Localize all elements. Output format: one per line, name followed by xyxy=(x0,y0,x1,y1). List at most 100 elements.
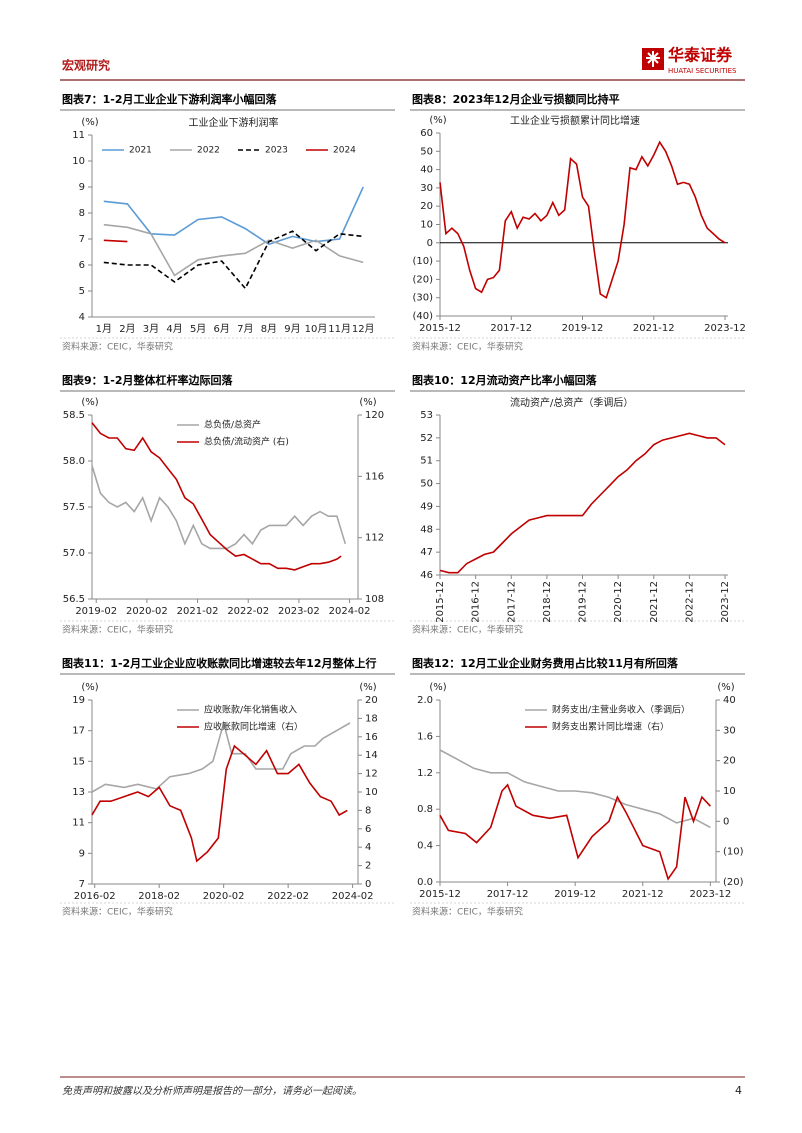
y-tick-label: 1.2 xyxy=(417,768,433,779)
x-tick-label: 2022-02 xyxy=(267,891,309,902)
figure-title: 图表10：12月流动资产比率小幅回落 xyxy=(412,373,598,387)
x-tick-label: 4月 xyxy=(166,323,182,335)
y2-tick-label: 0 xyxy=(365,879,371,890)
y-tick-label: 7 xyxy=(79,234,85,245)
logo: 华泰证券 HUATAI SECURITIES xyxy=(642,46,737,75)
figure-title: 图表8：2023年12月企业亏损额同比持平 xyxy=(412,92,620,106)
figure-title: 图表12：12月工业企业财务费用占比较11月有所回落 xyxy=(412,656,679,670)
figure-source: 资料来源：CEIC，华泰研究 xyxy=(62,624,173,636)
series-line xyxy=(439,783,711,881)
y-tick-label: 0.8 xyxy=(417,804,433,815)
y2-tick-label: 120 xyxy=(365,410,384,421)
figure-title: 图表11：1-2月工业企业应收账款同比增速较去年12月整体上行 xyxy=(62,656,377,670)
x-tick-label: 2021-12 xyxy=(649,581,660,623)
legend-label: 财务支出累计同比增速（右） xyxy=(552,721,669,733)
series-line xyxy=(103,186,364,246)
y-unit: (%) xyxy=(81,397,98,408)
y-tick-label: 58.0 xyxy=(63,456,85,467)
legend-label: 应收账款同比增速（右） xyxy=(204,721,303,733)
page-number: 4 xyxy=(735,1084,742,1097)
x-tick-label: 2024-02 xyxy=(332,891,374,902)
x-tick-label: 6月 xyxy=(214,323,230,335)
y-tick-label: 9 xyxy=(79,182,85,193)
y2-tick-label: 16 xyxy=(365,732,378,743)
x-tick-label: 11月 xyxy=(328,323,351,335)
y-tick-label: 10 xyxy=(420,220,433,231)
y2-unit: (%) xyxy=(359,397,376,408)
y-tick-label: 60 xyxy=(420,128,433,139)
y-tick-label: 48 xyxy=(420,524,433,535)
x-tick-label: 2021-12 xyxy=(622,889,664,900)
x-tick-label: 2022-12 xyxy=(684,581,695,623)
figure-source: 资料来源：CEIC，华泰研究 xyxy=(412,906,523,918)
section-label: 宏观研究 xyxy=(62,58,110,73)
y2-tick-label: 18 xyxy=(365,713,378,724)
series-line xyxy=(439,749,711,829)
y2-tick-label: 0 xyxy=(723,816,729,827)
y2-tick-label: 40 xyxy=(723,695,736,706)
x-tick-label: 8月 xyxy=(261,323,277,335)
chart-title: 工业企业下游利润率 xyxy=(189,116,279,129)
y-tick-label: 49 xyxy=(420,501,433,512)
y-tick-label: 50 xyxy=(420,479,433,490)
y2-unit: (%) xyxy=(717,682,734,693)
x-tick-label: 2020-12 xyxy=(613,581,624,623)
figure-source: 资料来源：CEIC，华泰研究 xyxy=(62,906,173,918)
chart-title: 工业企业亏损额累计同比增速 xyxy=(510,114,640,127)
x-tick-label: 2015-12 xyxy=(435,581,446,623)
y2-tick-label: 116 xyxy=(365,471,384,482)
y-tick-label: 56.5 xyxy=(63,594,85,605)
y-tick-label: 0 xyxy=(427,238,433,249)
figure-title: 图表9：1-2月整体杠杆率边际回落 xyxy=(62,373,234,387)
series-line xyxy=(439,140,726,299)
series-line xyxy=(103,223,364,277)
x-tick-label: 2024-02 xyxy=(329,606,371,617)
legend-label: 2022 xyxy=(197,146,220,156)
y-tick-label: 4 xyxy=(79,312,85,323)
y2-tick-label: 112 xyxy=(365,533,384,544)
logo-glyph xyxy=(646,51,660,67)
figure-source: 资料来源：CEIC，华泰研究 xyxy=(412,624,523,636)
x-tick-label: 2023-12 xyxy=(720,581,731,623)
y2-tick-label: 10 xyxy=(365,787,378,798)
y-tick-label: 40 xyxy=(420,165,433,176)
x-tick-label: 2018-02 xyxy=(138,891,180,902)
x-tick-label: 2023-12 xyxy=(704,323,746,334)
y-tick-label: 20 xyxy=(420,201,433,212)
y2-tick-label: 2 xyxy=(365,861,371,872)
y-tick-label: 51 xyxy=(420,456,433,467)
x-tick-label: 2020-02 xyxy=(203,891,245,902)
y-tick-label: (20) xyxy=(412,274,433,285)
legend-label: 2024 xyxy=(333,146,356,156)
y-tick-label: 52 xyxy=(420,433,433,444)
figure-title: 图表7：1-2月工业企业下游利润率小幅回落 xyxy=(62,92,278,106)
y2-tick-label: 20 xyxy=(723,756,736,767)
series-line xyxy=(91,744,348,863)
x-tick-label: 1月 xyxy=(96,323,112,335)
series-line xyxy=(439,432,726,574)
x-tick-label: 5月 xyxy=(190,323,206,335)
y-unit: (%) xyxy=(429,682,446,693)
x-tick-label: 2019-12 xyxy=(562,323,604,334)
y-tick-label: 57.5 xyxy=(63,502,85,513)
x-tick-label: 7月 xyxy=(237,323,253,335)
y-tick-label: 53 xyxy=(420,410,433,421)
x-tick-label: 2021-12 xyxy=(633,323,675,334)
y-tick-label: 8 xyxy=(79,208,85,219)
legend-label: 财务支出/主营业务收入（季调后） xyxy=(552,704,690,716)
x-tick-label: 2016-12 xyxy=(471,581,482,623)
series-line xyxy=(103,230,364,290)
legend-label: 2021 xyxy=(129,146,152,156)
y-tick-label: 17 xyxy=(72,726,85,737)
y-tick-label: 2.0 xyxy=(417,695,433,706)
x-tick-label: 2019-12 xyxy=(554,889,596,900)
legend-label: 总负债/流动资产 (右) xyxy=(204,436,289,448)
y-tick-label: 0.0 xyxy=(417,877,433,888)
y-unit: (%) xyxy=(81,117,98,128)
legend-label: 2023 xyxy=(265,146,288,156)
y2-tick-label: 30 xyxy=(723,725,736,736)
chart-title: 流动资产/总资产（季调后） xyxy=(510,396,633,409)
x-tick-label: 10月 xyxy=(305,323,328,335)
y2-tick-label: 20 xyxy=(365,695,378,706)
y-tick-label: 10 xyxy=(72,156,85,167)
